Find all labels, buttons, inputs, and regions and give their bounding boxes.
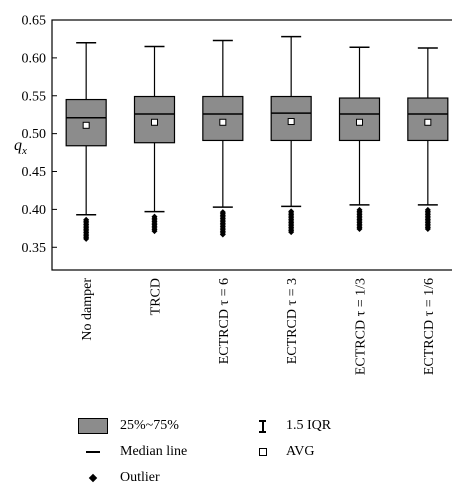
y-tick-label: 0.50 bbox=[22, 127, 47, 142]
legend-outlier-item: Outlier bbox=[78, 468, 160, 488]
outlier-point bbox=[219, 231, 226, 238]
outlier-point bbox=[83, 235, 90, 242]
avg-marker bbox=[424, 118, 432, 126]
y-tick-label: 0.40 bbox=[22, 203, 47, 218]
plot-frame bbox=[51, 19, 452, 271]
legend-whisker-label: 1.5 IQR bbox=[286, 418, 332, 433]
avg-marker bbox=[219, 118, 227, 126]
y-tick-label: 0.65 bbox=[22, 14, 47, 29]
legend-whisker-symbol bbox=[256, 418, 270, 434]
outlier-point bbox=[151, 228, 158, 235]
legend-median-symbol bbox=[78, 444, 108, 460]
x-tick-label: ECTRCD τ = 3 bbox=[285, 278, 300, 364]
avg-marker bbox=[356, 118, 363, 126]
avg-marker bbox=[82, 121, 90, 129]
legend-avg-item: AVG bbox=[256, 442, 315, 462]
legend-median-label: Median line bbox=[120, 444, 188, 459]
legend-avg-symbol bbox=[256, 444, 270, 460]
avg-marker bbox=[287, 118, 295, 126]
y-tick-label: 0.45 bbox=[22, 165, 47, 180]
y-tick-label: 0.55 bbox=[22, 89, 47, 104]
x-tick-label: ECTRCD τ = 1/3 bbox=[354, 278, 369, 375]
legend-box-item: 25%~75% bbox=[78, 416, 179, 436]
legend-median-item: Median line bbox=[78, 442, 187, 462]
x-tick-label: ECTRCD τ = 1/6 bbox=[422, 278, 437, 375]
legend-outlier-label: Outlier bbox=[120, 470, 160, 485]
y-tick-label: 0.60 bbox=[22, 51, 47, 66]
x-tick-label: TRCD bbox=[149, 278, 164, 315]
x-tick-label: No damper bbox=[80, 278, 95, 341]
outlier-point bbox=[424, 226, 431, 233]
iqr-box bbox=[202, 95, 244, 142]
x-tick-label: ECTRCD τ = 6 bbox=[217, 278, 232, 364]
tick-layer bbox=[52, 19, 57, 248]
box-layer bbox=[65, 35, 449, 242]
legend-box-label: 25%~75% bbox=[120, 418, 179, 433]
legend-outlier-symbol bbox=[78, 470, 108, 486]
avg-marker bbox=[151, 118, 158, 126]
legend-avg-label: AVG bbox=[286, 444, 315, 459]
y-tick-label: 0.35 bbox=[22, 241, 47, 256]
outlier-point bbox=[356, 226, 363, 233]
label-layer: 0.35 0.40 0.45 0.50 0.55 0.60 0.65 No damper TRC… bbox=[22, 14, 437, 376]
legend-whisker-item: 1.5 IQR bbox=[256, 416, 331, 436]
legend-box-swatch bbox=[78, 418, 108, 434]
outlier-point bbox=[288, 229, 295, 236]
y-axis-label: qx bbox=[14, 137, 27, 157]
